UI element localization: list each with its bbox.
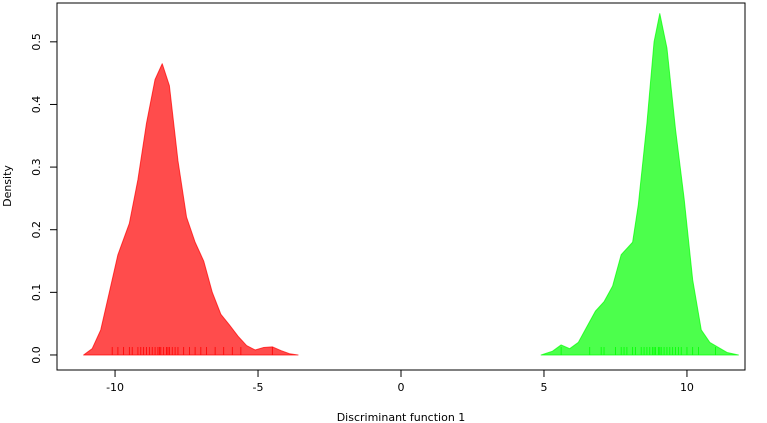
y-tick-label: 0.5 — [30, 33, 43, 51]
y-tick-label: 0.1 — [30, 284, 43, 302]
y-tick-label: 0.2 — [30, 221, 43, 239]
x-tick-label: 5 — [540, 381, 547, 394]
x-axis-title: Discriminant function 1 — [337, 411, 466, 423]
density-area — [540, 13, 739, 356]
x-tick-label: 0 — [398, 381, 405, 394]
x-tick-label: -10 — [106, 381, 124, 394]
y-axis-title: Density — [1, 165, 14, 207]
density-area — [83, 63, 299, 356]
x-tick-label: -5 — [253, 381, 264, 394]
y-tick-label: 0.4 — [30, 96, 43, 114]
y-tick-label: 0.3 — [30, 158, 43, 176]
x-tick-label: 10 — [680, 381, 694, 394]
y-tick-label: 0.0 — [30, 346, 43, 364]
